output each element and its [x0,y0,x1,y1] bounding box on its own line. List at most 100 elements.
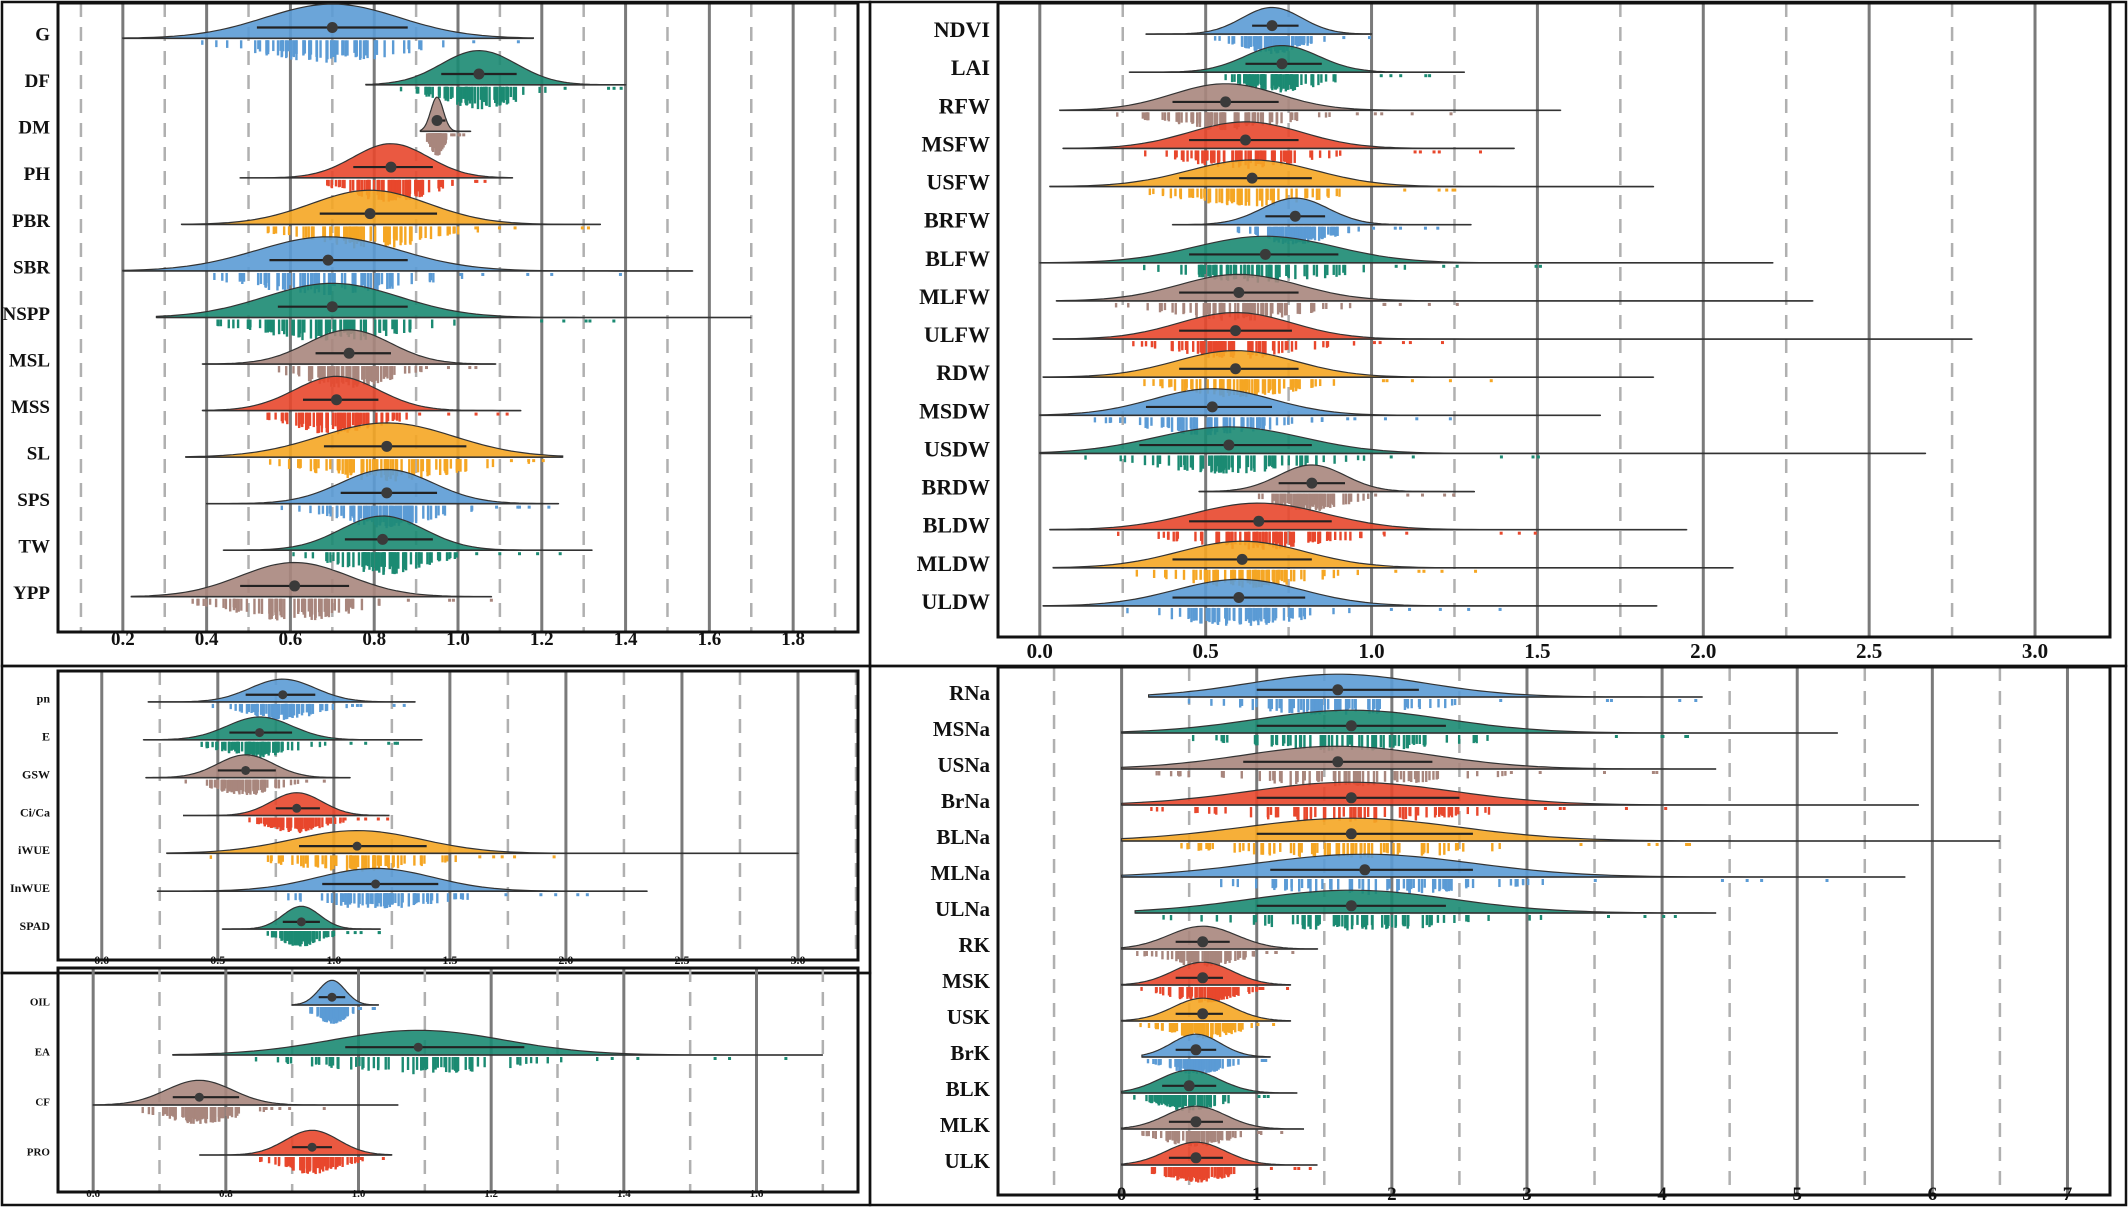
rain-outlier [517,505,521,509]
rain-outlier [468,366,472,370]
median-point [1259,248,1271,260]
x-tick-label: 2.5 [674,953,689,967]
rain-outlier [1562,807,1566,810]
rain-points [266,412,509,435]
rain-points [1150,807,1668,823]
rain-outlier [1415,417,1419,421]
rain-outlier [1380,112,1384,116]
rain-points [1150,1167,1312,1183]
x-tick-label: 5 [1792,1184,1802,1205]
rain-outlier [446,366,450,370]
median-point [1197,972,1209,984]
series-mlna: MLNa [931,853,1906,895]
median-point [1266,20,1278,32]
rain-outlier [1286,987,1290,990]
rain-outlier [1257,1095,1261,1098]
series-usfw: USFW [926,159,1655,207]
series-ulk: ULK [944,1141,1318,1183]
rain-outlier [387,741,391,745]
series-pro: PRO [27,1129,393,1175]
rain-points [309,1007,376,1024]
rain-outlier [452,133,456,137]
rain-outlier [1448,417,1452,421]
series-brk: BrK [950,1033,1271,1075]
rain-outlier [1262,1095,1266,1098]
y-tick-label: USNa [937,753,990,777]
series-blk: BLK [946,1069,1298,1111]
series-nspp: NSPP [3,282,752,341]
series-iwue: iWUE [18,829,799,872]
x-tick-label: 3.0 [2022,639,2048,663]
rain-outlier [1662,915,1666,918]
y-tick-label: BRFW [924,208,990,233]
rain-outlier [554,893,558,897]
rain-outlier [1389,455,1393,459]
rain-outlier [1498,607,1502,611]
y-tick-label: MSL [9,350,50,371]
rain-outlier [1467,607,1471,611]
rain-points [201,40,520,63]
median-point [255,728,265,738]
rain-outlier [1499,531,1503,535]
panel-top-right: 0.0 0.5 1.0 1.5 2.0 2.5 3.0 NDVI LAI RFW MSFW USFW B… [917,1,2112,663]
rain-outlier [513,855,517,859]
series-dm: DM [18,96,472,156]
rain-outlier [1427,302,1431,306]
rain-outlier [1374,493,1378,497]
rain-points [1224,74,1432,93]
rain-outlier [636,1057,640,1060]
median-point [241,765,251,775]
x-tick-label: 0.4 [195,629,219,650]
rain-outlier [584,319,588,323]
density-cloud [1148,673,1703,698]
series-spad: SPAD [20,905,381,947]
rain-points [1148,188,1457,207]
series-ulna: ULNa [935,889,1717,931]
median-point [307,1142,317,1152]
rain-outlier [395,741,399,745]
y-tick-label: YPP [13,583,50,604]
rain-outlier [532,459,536,463]
density-cloud [1042,349,1655,378]
series-msfw: MSFW [922,121,1515,169]
rain-outlier [305,779,309,783]
rain-outlier [1367,36,1371,40]
rain-outlier [1499,699,1503,702]
y-tick-label: MSNa [933,717,991,741]
rain-points [191,598,493,621]
rain-points [1117,531,1537,550]
median-point [194,1092,204,1102]
y-tick-label: BLFW [925,246,990,271]
density-cloud [1055,273,1814,302]
x-tick-label: 3 [1522,1184,1532,1205]
rain-outlier [1664,807,1668,810]
rain-points [1220,879,1829,895]
rain-outlier [1422,569,1426,573]
median-point [322,254,334,266]
y-tick-label: NDVI [934,17,990,42]
median-point [326,301,338,313]
rain-outlier [1261,987,1265,990]
rain-outlier [288,1107,292,1110]
rain-outlier [1408,607,1412,611]
median-point [1190,1044,1202,1056]
rain-points [248,817,390,834]
series-mss: MSS [11,375,522,435]
rain-points [254,1057,788,1075]
rain-outlier [1272,1023,1276,1026]
rain-outlier [552,855,556,859]
median-point [381,487,393,499]
rain-outlier [610,1057,614,1060]
rain-outlier [1678,699,1682,702]
rain-outlier [1393,226,1397,230]
rain-outlier [1379,74,1383,78]
rain-outlier [580,226,584,230]
rain-outlier [1720,879,1724,882]
series-pbr: PBR [12,189,601,249]
y-tick-label: pn [37,692,51,706]
x-tick-label: 1.6 [750,1188,764,1200]
rain-outlier [1579,843,1583,846]
rain-outlier [359,1157,363,1160]
series-brdw: BRDW [922,464,1475,512]
median-point [473,68,485,80]
